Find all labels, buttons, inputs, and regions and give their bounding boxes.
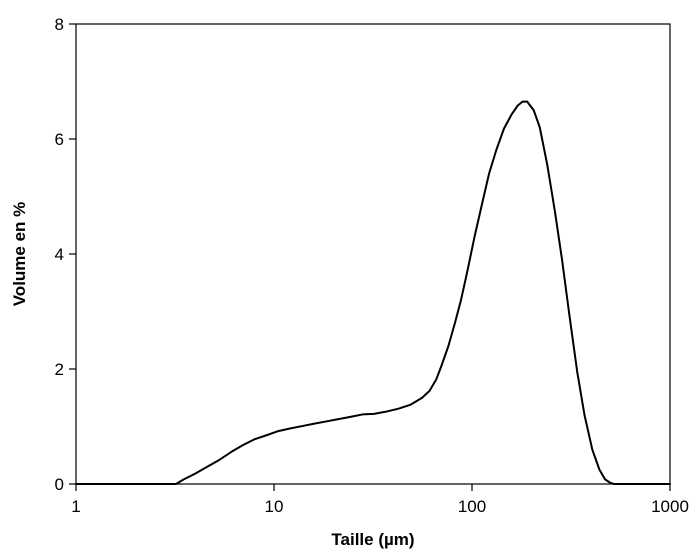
x-tick-label: 100 xyxy=(458,497,486,516)
series-line xyxy=(75,100,671,485)
y-tick-label: 0 xyxy=(55,475,64,494)
x-axis-title: Taille (µm) xyxy=(331,530,414,549)
plot-area-frame xyxy=(75,23,671,485)
y-axis-title: Volume en % xyxy=(10,202,29,307)
x-axis-ticks: 1 10 100 1000 xyxy=(71,484,689,516)
y-tick-label: 8 xyxy=(55,15,64,34)
x-tick-label: 1000 xyxy=(651,497,689,516)
x-tick-label: 10 xyxy=(265,497,284,516)
y-axis-ticks: 0 2 4 6 8 xyxy=(55,15,76,494)
y-tick-label: 4 xyxy=(55,245,64,264)
y-tick-label: 2 xyxy=(55,360,64,379)
x-tick-label: 1 xyxy=(71,497,80,516)
y-tick-label: 6 xyxy=(55,130,64,149)
